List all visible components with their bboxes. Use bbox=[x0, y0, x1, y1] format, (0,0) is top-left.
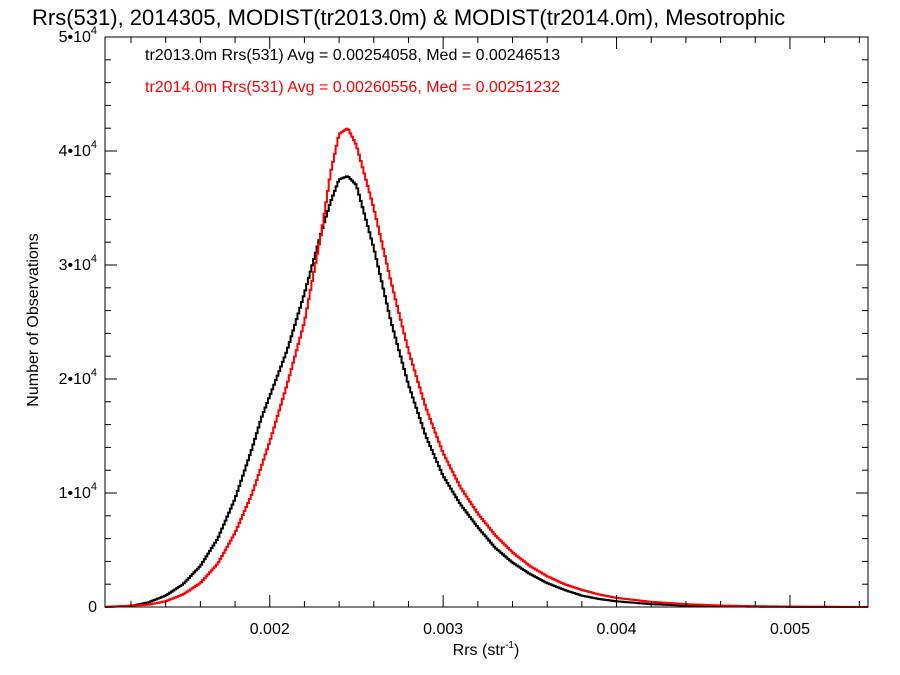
y-axis-label: Number of Observations bbox=[25, 233, 42, 406]
legend-entry-tr2014: tr2014.0m Rrs(531) Avg = 0.00260556, Med… bbox=[145, 79, 560, 96]
x-tick-label: 0.003 bbox=[423, 621, 463, 638]
chart-title: Rrs(531), 2014305, MODIST(tr2013.0m) & M… bbox=[32, 5, 785, 30]
y-tick-label: 1•104 bbox=[59, 481, 97, 502]
x-tick-label: 0.002 bbox=[250, 621, 290, 638]
x-tick-label: 0.005 bbox=[770, 621, 810, 638]
y-tick-label: 4•104 bbox=[59, 139, 97, 160]
plot-frame bbox=[104, 36, 869, 608]
y-tick-label: 3•104 bbox=[59, 253, 97, 274]
y-tick-label: 5•104 bbox=[59, 25, 97, 46]
x-axis-ticks: 0.002 0.003 0.004 0.005 bbox=[130, 37, 860, 638]
y-axis-ticks: 0 1•104 2•104 3•104 4•104 5•104 bbox=[59, 25, 868, 616]
legend-entry-tr2013: tr2013.0m Rrs(531) Avg = 0.00254058, Med… bbox=[145, 47, 560, 64]
series-line-tr2013.0m bbox=[105, 175, 868, 608]
y-tick-label: 2•104 bbox=[59, 367, 97, 388]
series-line-tr2014.0m bbox=[105, 127, 868, 608]
series-layer bbox=[105, 127, 868, 608]
x-tick-label: 0.004 bbox=[597, 621, 637, 638]
x-axis-label: Rrs (str-1) bbox=[453, 640, 520, 659]
y-tick-label: 0 bbox=[88, 599, 97, 616]
